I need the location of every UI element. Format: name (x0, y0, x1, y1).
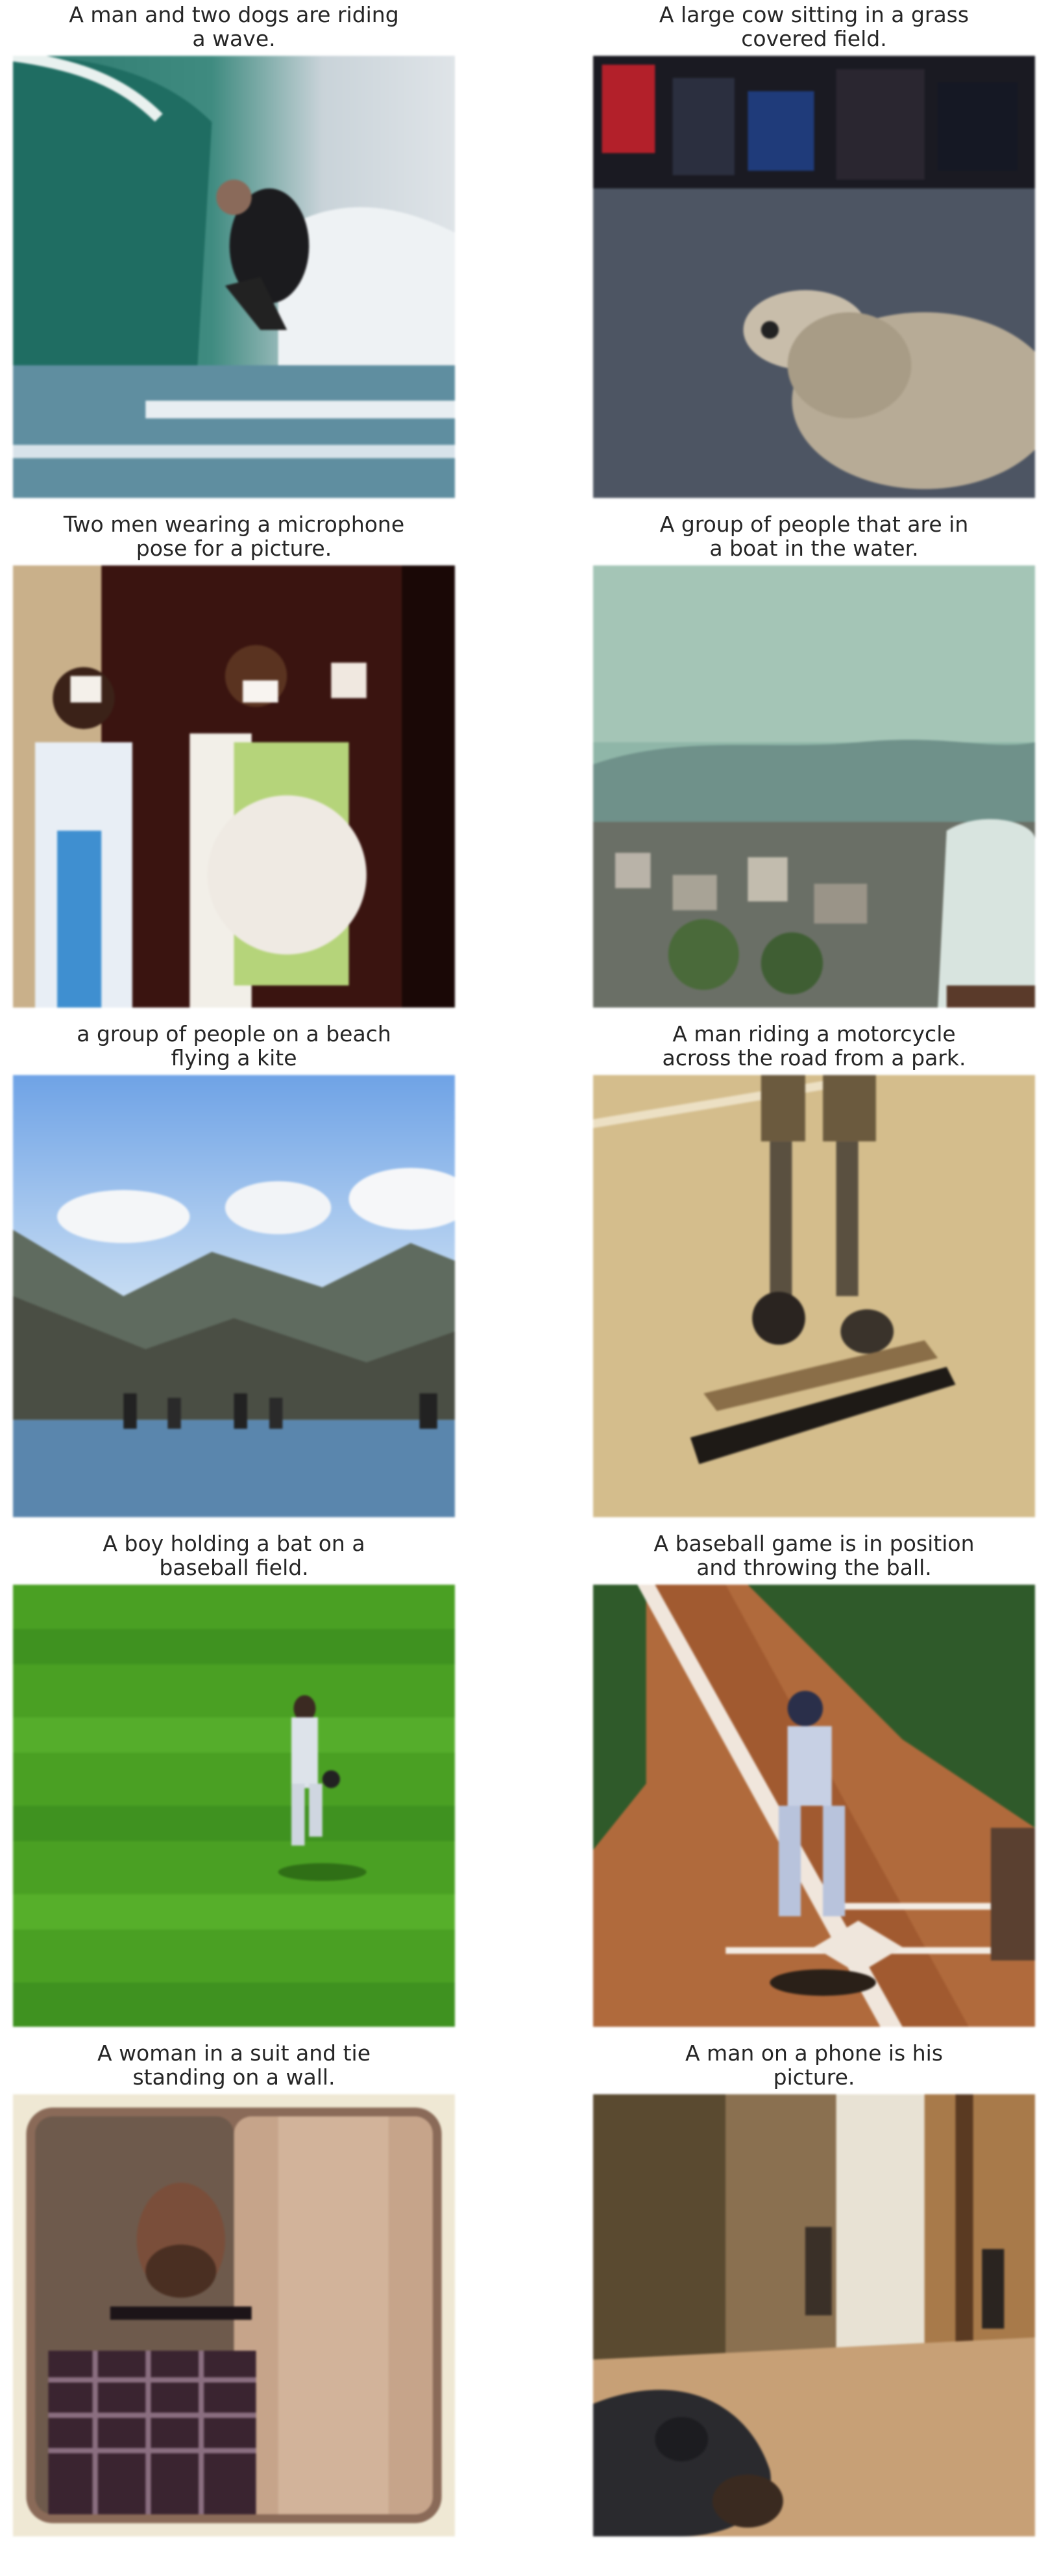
grid-cell: A group of people that are in a boat in … (593, 512, 1035, 1008)
grid-cell: A baseball game is in position and throw… (593, 1531, 1035, 2027)
image-caption: A man riding a motorcycle across the roa… (662, 1021, 966, 1071)
foggy-town-landscape-photo (593, 565, 1035, 1008)
image-caption: A man and two dogs are riding a wave. (69, 2, 399, 51)
dog-on-street-photo (593, 2094, 1035, 2536)
image-caption: A boy holding a bat on a baseball field. (103, 1531, 365, 1580)
image-caption: A man on a phone is his picture. (685, 2040, 944, 2090)
image-caption: Two men wearing a microphone pose for a … (63, 512, 405, 561)
caption-image-grid: A man and two dogs are riding a wave. (13, 2, 1035, 2536)
mountain-lake-horses-photo (13, 1075, 455, 1517)
skateboarder-legs-photo (593, 1075, 1035, 1517)
dog-lying-on-ground-photo (593, 56, 1035, 498)
grid-cell: A boy holding a bat on a baseball field. (13, 1531, 455, 2027)
image-caption: A baseball game is in position and throw… (653, 1531, 975, 1580)
man-in-plaid-shirt-photo (13, 2094, 455, 2536)
surfer-riding-wave-photo (13, 56, 455, 498)
baseball-player-on-grass-photo (13, 1585, 455, 2027)
grid-cell: A large cow sitting in a grass covered f… (593, 2, 1035, 498)
image-caption: A woman in a suit and tie standing on a … (97, 2040, 371, 2090)
image-caption: a group of people on a beach flying a ki… (77, 1021, 391, 1071)
grid-cell: A man on a phone is his picture. (593, 2040, 1035, 2536)
image-caption: A group of people that are in a boat in … (659, 512, 969, 561)
grid-cell: a group of people on a beach flying a ki… (13, 1021, 455, 1517)
image-caption: A large cow sitting in a grass covered f… (659, 2, 969, 51)
two-people-taking-photos-photo (13, 565, 455, 1008)
grid-cell: Two men wearing a microphone pose for a … (13, 512, 455, 1008)
grid-cell: A man and two dogs are riding a wave. (13, 2, 455, 498)
grid-cell: A woman in a suit and tie standing on a … (13, 2040, 455, 2536)
baseball-batter-at-plate-photo (593, 1585, 1035, 2027)
grid-cell: A man riding a motorcycle across the roa… (593, 1021, 1035, 1517)
